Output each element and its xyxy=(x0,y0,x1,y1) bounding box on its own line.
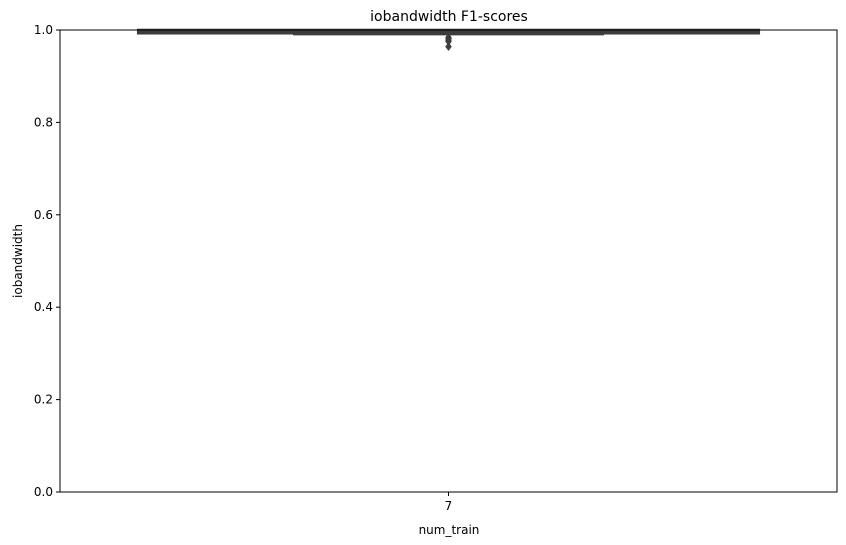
y-tick-label: 1.0 xyxy=(34,23,53,37)
chart-title: iobandwidth F1-scores xyxy=(370,9,528,25)
outlier-point xyxy=(445,42,452,52)
y-axis: 0.0 0.2 0.4 0.6 0.8 1.0 xyxy=(34,23,60,499)
y-tick-label: 0.0 xyxy=(34,485,53,499)
y-tick-label: 0.8 xyxy=(34,115,53,129)
x-axis-label: num_train xyxy=(419,523,480,537)
x-tick-label: 7 xyxy=(445,499,453,513)
plot-area xyxy=(136,28,761,52)
x-axis: 7 xyxy=(445,492,453,513)
y-tick-label: 0.2 xyxy=(34,393,53,407)
y-axis-label: iobandwidth xyxy=(11,224,25,298)
y-tick-label: 0.4 xyxy=(34,300,53,314)
axes-frame xyxy=(59,29,838,493)
y-tick-label: 0.6 xyxy=(34,208,53,222)
box-7 xyxy=(136,28,761,52)
